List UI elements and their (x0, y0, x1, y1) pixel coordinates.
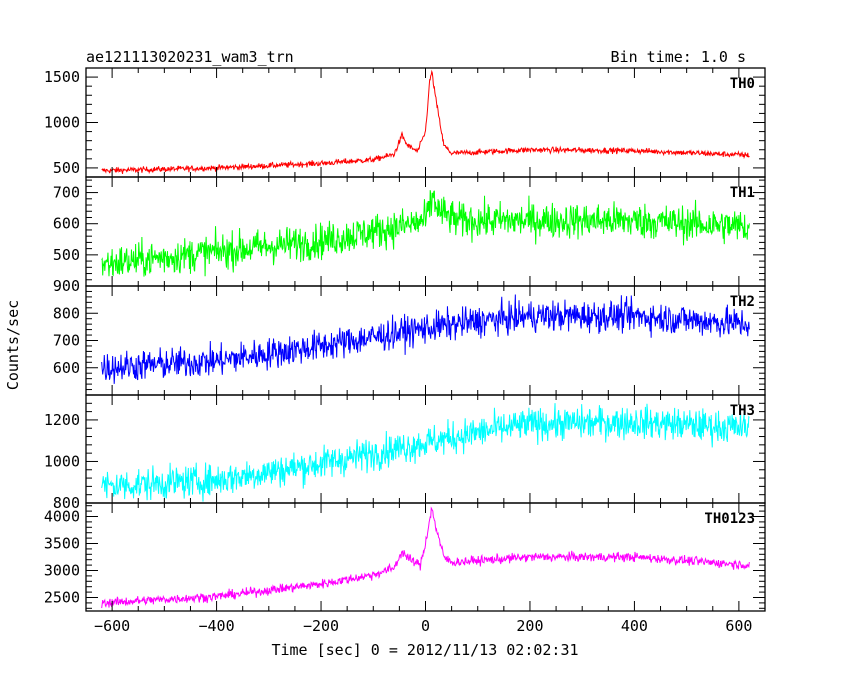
panel-th1: 500 600 700 TH1 (53, 176, 766, 287)
y-tick-label: 800 (53, 304, 80, 322)
x-tick-label: 200 (516, 617, 543, 635)
panel-th2: 600 700 800 900 TH2 (53, 277, 766, 396)
header-left-title: ae121113020231_wam3_trn (86, 48, 294, 66)
y-axis-title: Counts/sec (4, 300, 22, 390)
panel-label-th2: TH2 (730, 294, 755, 310)
series-line-th2 (101, 294, 750, 384)
panel-frame (85, 67, 766, 178)
y-tick-label: 600 (53, 215, 80, 233)
y-tick-label: 700 (53, 332, 80, 350)
panel-label-th3: TH3 (730, 403, 755, 419)
panels-group: 500 1000 1500 TH0 500 600 700 TH1 600 700 800 900 TH… (44, 67, 766, 635)
x-tick-label: 600 (725, 617, 752, 635)
y-tick-label: 4000 (44, 508, 80, 526)
panel-frame (85, 502, 766, 612)
y-tick-label: 500 (53, 246, 80, 264)
series-line-th3 (101, 403, 750, 502)
panel-th0: 500 1000 1500 TH0 (44, 67, 766, 178)
panel-label-th0123: TH0123 (704, 511, 755, 527)
y-tick-label: 600 (53, 359, 80, 377)
series-line-th0123 (101, 506, 750, 609)
y-tick-label: 500 (53, 159, 80, 177)
panel-frame (85, 176, 766, 287)
x-tick-label: −200 (303, 617, 339, 635)
y-tick-label: 3000 (44, 562, 80, 580)
panel-label-th0: TH0 (730, 76, 755, 92)
y-tick-label: 1200 (44, 411, 80, 429)
x-tick-label: 400 (621, 617, 648, 635)
x-tick-label: −600 (94, 617, 130, 635)
y-tick-label: 1500 (44, 68, 80, 86)
x-axis-labels: −600 −400 −200 0 200 400 600 (94, 617, 752, 635)
panel-label-th1: TH1 (730, 185, 755, 201)
y-tick-label: 1000 (44, 114, 80, 132)
y-tick-label: 700 (53, 184, 80, 202)
y-tick-label: 900 (53, 277, 80, 295)
x-tick-label: −400 (199, 617, 235, 635)
panel-th3: 800 1000 1200 TH3 (44, 394, 766, 512)
y-tick-label: 800 (53, 494, 80, 512)
series-line-th1 (101, 190, 750, 277)
x-axis-title: Time [sec] 0 = 2012/11/13 02:02:31 (271, 641, 578, 659)
y-tick-label: 3500 (44, 535, 80, 553)
series-line-th0 (101, 69, 750, 175)
x-tick-label: 0 (421, 617, 430, 635)
header-bin-time: Bin time: 1.0 s (611, 48, 746, 66)
panel-th0123: 2500 3000 3500 4000 TH0123 (44, 502, 766, 612)
y-tick-label: 2500 (44, 589, 80, 607)
y-tick-label: 1000 (44, 452, 80, 470)
